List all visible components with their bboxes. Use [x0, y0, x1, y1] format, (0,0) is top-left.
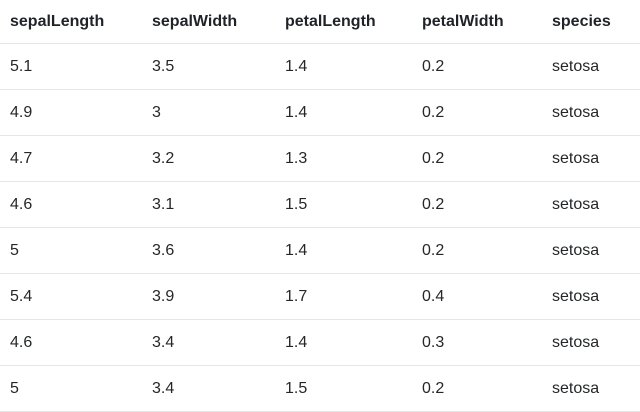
table-row: 5 3.6 1.4 0.2 setosa — [0, 227, 640, 274]
cell-species: setosa — [542, 227, 640, 274]
cell-species: setosa — [542, 365, 640, 412]
table-row: 4.9 3 1.4 0.2 setosa — [0, 89, 640, 136]
cell-species: setosa — [542, 89, 640, 136]
table-row: 4.7 3.2 1.3 0.2 setosa — [0, 135, 640, 182]
cell-sepalWidth: 3.2 — [142, 135, 275, 182]
cell-petalLength: 1.7 — [275, 273, 412, 320]
cell-petalWidth: 0.3 — [412, 319, 542, 366]
cell-sepalWidth: 3.1 — [142, 181, 275, 228]
column-header-sepalLength: sepalLength — [0, 0, 142, 44]
cell-species: setosa — [542, 273, 640, 320]
cell-species: setosa — [542, 319, 640, 366]
cell-species: setosa — [542, 181, 640, 228]
table-row: 4.6 3.1 1.5 0.2 setosa — [0, 181, 640, 228]
cell-sepalWidth: 3.4 — [142, 365, 275, 412]
cell-petalWidth: 0.2 — [412, 135, 542, 182]
table-body: 5.1 3.5 1.4 0.2 setosa 4.9 3 1.4 0.2 setosa 4.7 3.2… — [0, 43, 640, 412]
cell-sepalWidth: 3.5 — [142, 43, 275, 90]
cell-petalWidth: 0.2 — [412, 89, 542, 136]
cell-sepalLength: 5.4 — [0, 273, 142, 320]
column-header-species: species — [542, 0, 640, 44]
cell-sepalLength: 4.6 — [0, 319, 142, 366]
cell-petalLength: 1.4 — [275, 319, 412, 366]
cell-petalWidth: 0.4 — [412, 273, 542, 320]
cell-sepalWidth: 3.4 — [142, 319, 275, 366]
cell-species: setosa — [542, 43, 640, 90]
cell-petalLength: 1.5 — [275, 365, 412, 412]
table-row: 5 3.4 1.5 0.2 setosa — [0, 365, 640, 412]
cell-petalWidth: 0.2 — [412, 365, 542, 412]
cell-species: setosa — [542, 135, 640, 182]
table-row: 5.4 3.9 1.7 0.4 setosa — [0, 273, 640, 320]
cell-sepalWidth: 3.6 — [142, 227, 275, 274]
column-header-petalWidth: petalWidth — [412, 0, 542, 44]
cell-sepalLength: 4.6 — [0, 181, 142, 228]
cell-sepalLength: 5.1 — [0, 43, 142, 90]
cell-sepalLength: 4.9 — [0, 89, 142, 136]
cell-petalLength: 1.4 — [275, 43, 412, 90]
cell-sepalWidth: 3.9 — [142, 273, 275, 320]
table-row: 5.1 3.5 1.4 0.2 setosa — [0, 43, 640, 90]
cell-petalWidth: 0.2 — [412, 227, 542, 274]
column-header-petalLength: petalLength — [275, 0, 412, 44]
cell-sepalLength: 5 — [0, 227, 142, 274]
cell-sepalLength: 4.7 — [0, 135, 142, 182]
table-header-row: sepalLength sepalWidth petalLength petalWid… — [0, 0, 640, 44]
cell-petalLength: 1.5 — [275, 181, 412, 228]
cell-petalWidth: 0.2 — [412, 181, 542, 228]
table-row: 4.6 3.4 1.4 0.3 setosa — [0, 319, 640, 366]
cell-sepalLength: 5 — [0, 365, 142, 412]
cell-petalLength: 1.4 — [275, 89, 412, 136]
cell-petalLength: 1.4 — [275, 227, 412, 274]
cell-petalWidth: 0.2 — [412, 43, 542, 90]
cell-petalLength: 1.3 — [275, 135, 412, 182]
table-header: sepalLength sepalWidth petalLength petalWid… — [0, 0, 640, 44]
cell-sepalWidth: 3 — [142, 89, 275, 136]
column-header-sepalWidth: sepalWidth — [142, 0, 275, 44]
